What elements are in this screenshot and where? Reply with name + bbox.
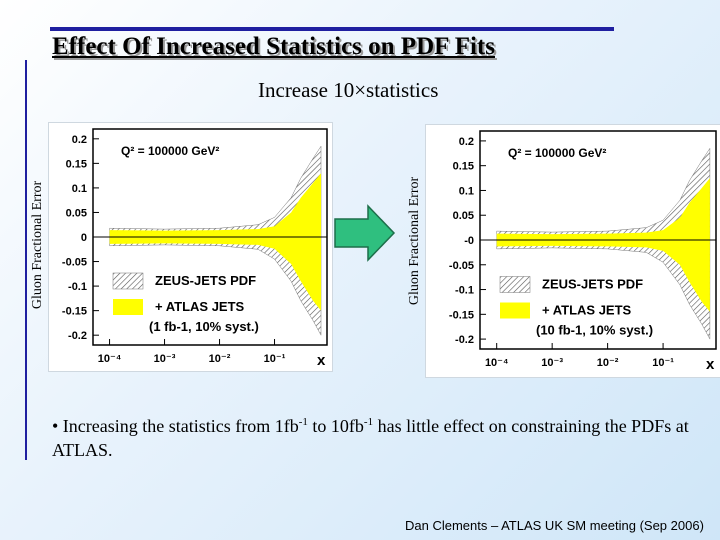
chart-1-svg: 0.2 0.15 0.1 0.05 0 -0.05 -0.1 -0.15 -0.2 10⁻⁴ 10⁻…: [62, 128, 328, 369]
y-tick-label: 0.1: [72, 183, 87, 195]
y-tick-label: -0.05: [62, 257, 87, 269]
bullet-part-2: to 10fb: [307, 416, 364, 436]
x-tick-label: 10⁻²: [597, 357, 619, 369]
bullet-text: • Increasing the statistics from 1fb-1 t…: [52, 410, 692, 462]
legend-label: + ATLAS JETS: [155, 299, 245, 314]
x-tick-label: 10⁻¹: [264, 353, 286, 365]
y-tick-label: 0.05: [66, 207, 87, 219]
y-tick-label: 0.15: [66, 158, 87, 170]
y-tick-label: -0.15: [62, 306, 87, 318]
bullet-sup-1: -1: [298, 416, 308, 428]
x-tick-label: 10⁻⁴: [485, 357, 508, 369]
y-tick-label: -0.15: [449, 309, 474, 321]
x-tick-label: 10⁻³: [154, 353, 176, 365]
y-tick-label: 0.2: [459, 136, 474, 148]
q2-annotation: Q² = 100000 GeV²: [508, 146, 606, 160]
band-atlas-jets: [496, 178, 710, 312]
title-rule: [50, 27, 614, 31]
chart-1: 0.2 0.15 0.1 0.05 0 -0.05 -0.1 -0.15 -0.2 10⁻⁴ 10⁻…: [48, 122, 333, 372]
bullet-sup-2: -1: [363, 416, 374, 428]
legend-label: + ATLAS JETS: [542, 303, 632, 318]
y-tick-label: -0.2: [68, 330, 87, 342]
y-tick-label: -0: [464, 235, 474, 247]
left-rule: [25, 60, 27, 460]
x-axis-label: x: [317, 352, 326, 369]
y-tick-label: -0.05: [449, 260, 474, 272]
y-tick-label: 0.2: [72, 134, 87, 146]
slide-subtitle: Increase 10×statistics: [258, 78, 439, 102]
y-tick-label: 0: [81, 232, 87, 244]
y-tick-label: -0.1: [455, 285, 474, 297]
chart1-ylabel: Gluon Fractional Error: [30, 180, 45, 310]
y-tick-label: 0.05: [453, 210, 474, 222]
y-tick-label: 0.1: [459, 185, 474, 197]
chart2-ylabel: Gluon Fractional Error: [407, 176, 422, 306]
x-tick-label: 10⁻³: [541, 357, 563, 369]
legend-label: (10 fb-1, 10% syst.): [536, 323, 653, 338]
bullet-part-1: • Increasing the statistics from 1fb: [52, 416, 299, 436]
x-axis-label: x: [706, 356, 715, 373]
x-tick-label: 10⁻²: [209, 353, 231, 365]
legend-yellow-swatch: [113, 299, 143, 315]
legend-label: ZEUS-JETS PDF: [155, 273, 256, 288]
right-arrow-icon: [334, 204, 396, 262]
legend-label: ZEUS-JETS PDF: [542, 277, 643, 292]
legend-yellow-swatch: [500, 302, 530, 319]
footer-credit: Dan Clements – ATLAS UK SM meeting (Sep …: [405, 518, 704, 533]
y-tick-label: -0.2: [455, 334, 474, 346]
bullet-part-3: has little effect on constraining the PD…: [52, 416, 689, 460]
legend-hatch-swatch: [499, 276, 531, 293]
legend-hatch-swatch: [112, 272, 144, 290]
x-tick-label: 10⁻¹: [652, 357, 674, 369]
chart-2: 0.2 0.15 0.1 0.05 -0 -0.05 -0.1 -0.15 -0.2 10⁻⁴ 10…: [425, 124, 720, 378]
slide-title: Effect Of Increased Statistics on PDF Fi…: [52, 33, 495, 60]
band-atlas-jets: [109, 173, 321, 311]
y-tick-label: 0.15: [453, 161, 474, 173]
legend-label: (1 fb-1, 10% syst.): [149, 319, 259, 334]
y-tick-label: -0.1: [68, 281, 87, 293]
x-tick-label: 10⁻⁴: [98, 353, 121, 365]
chart-2-svg: 0.2 0.15 0.1 0.05 -0 -0.05 -0.1 -0.15 -0.2 10⁻⁴ 10…: [449, 130, 717, 373]
q2-annotation: Q² = 100000 GeV²: [121, 144, 219, 158]
